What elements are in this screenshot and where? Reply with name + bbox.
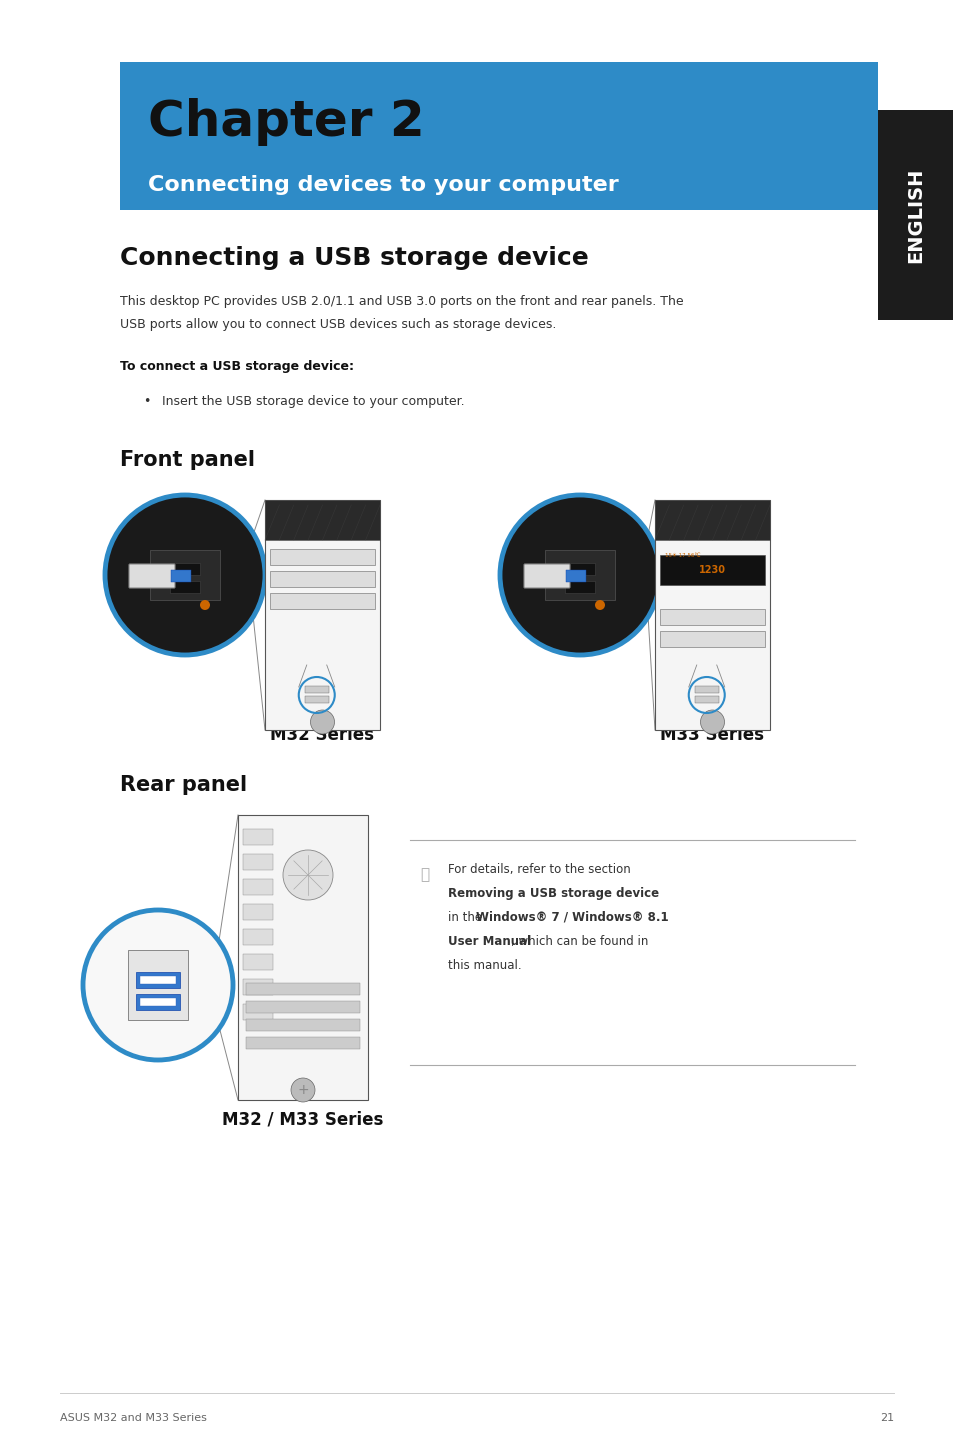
Text: M32 Series: M32 Series bbox=[271, 726, 375, 743]
Circle shape bbox=[291, 1078, 314, 1102]
Circle shape bbox=[499, 495, 659, 654]
Bar bbox=[304, 696, 329, 703]
Bar bbox=[659, 555, 764, 585]
Bar bbox=[237, 815, 368, 1100]
Text: 1230: 1230 bbox=[699, 565, 725, 575]
Bar bbox=[170, 564, 200, 575]
Text: This desktop PC provides USB 2.0/1.1 and USB 3.0 ports on the front and rear pan: This desktop PC provides USB 2.0/1.1 and… bbox=[120, 295, 683, 308]
Text: To connect a USB storage device:: To connect a USB storage device: bbox=[120, 360, 354, 372]
Bar bbox=[140, 976, 175, 984]
Bar bbox=[655, 500, 769, 541]
Text: 15☀ 17 56℃: 15☀ 17 56℃ bbox=[664, 552, 700, 558]
Text: , which can be found in: , which can be found in bbox=[511, 935, 648, 948]
Bar bbox=[243, 828, 273, 846]
Circle shape bbox=[105, 495, 265, 654]
Bar bbox=[120, 62, 877, 210]
Bar bbox=[265, 500, 379, 541]
Circle shape bbox=[200, 600, 210, 610]
Bar bbox=[877, 109, 953, 321]
Bar bbox=[564, 564, 595, 575]
Circle shape bbox=[283, 850, 333, 900]
Text: 🖊: 🖊 bbox=[419, 867, 429, 883]
Text: •: • bbox=[143, 395, 151, 408]
Text: in the: in the bbox=[448, 912, 485, 925]
Bar bbox=[659, 631, 764, 647]
Text: 21: 21 bbox=[879, 1414, 893, 1424]
Text: Connecting devices to your computer: Connecting devices to your computer bbox=[148, 175, 618, 196]
Bar bbox=[659, 610, 764, 626]
Bar bbox=[243, 854, 273, 870]
Text: Windows® 7 / Windows® 8.1: Windows® 7 / Windows® 8.1 bbox=[476, 912, 668, 925]
Bar bbox=[270, 592, 375, 610]
Bar bbox=[128, 951, 188, 1020]
Bar bbox=[246, 1001, 359, 1012]
Bar bbox=[694, 696, 718, 703]
Bar bbox=[246, 1020, 359, 1031]
Bar bbox=[171, 569, 191, 582]
Text: Front panel: Front panel bbox=[120, 450, 254, 470]
Text: M33 Series: M33 Series bbox=[659, 726, 763, 743]
Text: Chapter 2: Chapter 2 bbox=[148, 98, 424, 147]
Text: M32 / M33 Series: M32 / M33 Series bbox=[222, 1112, 383, 1129]
Circle shape bbox=[310, 710, 335, 733]
Bar bbox=[544, 549, 615, 600]
FancyBboxPatch shape bbox=[523, 564, 569, 588]
Text: ENGLISH: ENGLISH bbox=[905, 167, 924, 263]
Bar bbox=[243, 905, 273, 920]
Text: Connecting a USB storage device: Connecting a USB storage device bbox=[120, 246, 588, 270]
Text: ASUS M32 and M33 Series: ASUS M32 and M33 Series bbox=[60, 1414, 207, 1424]
Text: Rear panel: Rear panel bbox=[120, 775, 247, 795]
Bar bbox=[136, 972, 180, 988]
Bar bbox=[243, 1004, 273, 1020]
Bar bbox=[655, 500, 769, 731]
Bar bbox=[243, 979, 273, 995]
FancyBboxPatch shape bbox=[129, 564, 174, 588]
Bar bbox=[140, 998, 175, 1007]
Bar bbox=[564, 581, 595, 592]
Bar bbox=[694, 686, 718, 693]
Text: +: + bbox=[297, 1083, 309, 1097]
Circle shape bbox=[700, 710, 723, 733]
Text: Removing a USB storage device: Removing a USB storage device bbox=[448, 887, 659, 900]
Bar bbox=[565, 569, 585, 582]
Text: this manual.: this manual. bbox=[448, 959, 521, 972]
Text: For details, refer to the section: For details, refer to the section bbox=[448, 863, 630, 876]
Bar bbox=[136, 994, 180, 1009]
Circle shape bbox=[595, 600, 604, 610]
Bar bbox=[243, 953, 273, 971]
Bar bbox=[170, 581, 200, 592]
Bar bbox=[270, 549, 375, 565]
Text: USB ports allow you to connect USB devices such as storage devices.: USB ports allow you to connect USB devic… bbox=[120, 318, 556, 331]
Bar bbox=[246, 1037, 359, 1048]
Bar bbox=[150, 549, 220, 600]
Bar bbox=[265, 500, 379, 731]
Text: User Manual: User Manual bbox=[448, 935, 531, 948]
Bar bbox=[246, 984, 359, 995]
Text: Insert the USB storage device to your computer.: Insert the USB storage device to your co… bbox=[162, 395, 464, 408]
Bar bbox=[270, 571, 375, 587]
Bar bbox=[243, 879, 273, 894]
Bar bbox=[243, 929, 273, 945]
Circle shape bbox=[83, 910, 233, 1060]
Bar bbox=[304, 686, 329, 693]
